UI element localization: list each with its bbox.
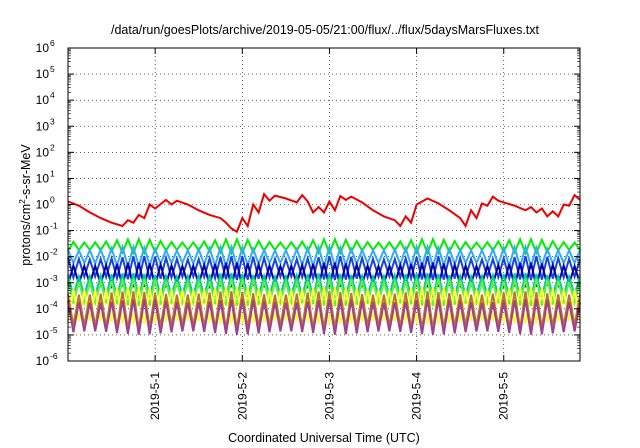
y-axis-label-base: protons/cm	[19, 204, 33, 266]
y-tick-label-exp: -5	[50, 325, 58, 335]
y-tick-label: 10	[36, 145, 50, 159]
y-tick-label: 10	[36, 41, 50, 55]
y-tick-label-exp: 5	[50, 64, 55, 74]
grid-lines	[68, 48, 580, 361]
y-axis: 10 -610 -510 -410 -310 -210 -110 010 110 210 310 41…	[36, 38, 580, 368]
y-tick-label: 10	[36, 250, 50, 264]
y-tick-label-exp: 4	[50, 90, 55, 100]
x-tick-label: 2019-5-4	[410, 372, 424, 420]
y-tick-label: 10	[36, 198, 50, 212]
y-axis-label: protons/cm2-s-sr-MeV	[17, 144, 33, 266]
y-tick-label-exp: 3	[50, 116, 55, 126]
y-tick-label: 10	[36, 328, 50, 342]
series-line-0	[67, 192, 581, 234]
y-tick-label: 10	[36, 93, 50, 107]
x-tick-label: 2019-5-1	[148, 372, 162, 420]
y-tick-label: 10	[36, 276, 50, 290]
y-tick-label-exp: -2	[50, 247, 58, 257]
y-tick-label-exp: 1	[50, 168, 55, 178]
x-tick-label: 2019-5-5	[497, 372, 511, 420]
y-tick-label-exp: -1	[50, 221, 58, 231]
chart-title: /data/run/goesPlots/archive/2019-05-05/2…	[111, 23, 540, 37]
y-tick-label: 10	[36, 302, 50, 316]
y-tick-label-exp: 0	[50, 195, 55, 205]
x-tick-label: 2019-5-2	[235, 372, 249, 420]
y-tick-label: 10	[36, 67, 50, 81]
y-tick-label-exp: -4	[50, 299, 58, 309]
series-line-9	[67, 299, 581, 335]
y-tick-label: 10	[36, 224, 50, 238]
series-line-6	[67, 278, 581, 307]
y-tick-label-exp: 2	[50, 142, 55, 152]
y-tick-label: 10	[36, 171, 50, 185]
x-axis: 2019-5-1 2019-5-2 2019-5-3 2019-5-4 2019-5-5	[148, 48, 511, 420]
y-tick-label-exp: -6	[50, 351, 58, 361]
y-tick-label-exp: 6	[50, 38, 55, 48]
y-tick-label: 10	[36, 354, 50, 368]
y-tick-label: 10	[36, 119, 50, 133]
series-line-3	[67, 254, 581, 283]
series-line-1	[67, 236, 581, 256]
series-line-5	[67, 271, 581, 300]
y-tick-label-exp: -3	[50, 273, 58, 283]
x-axis-label: Coordinated Universal Time (UTC)	[228, 431, 420, 445]
x-tick-label: 2019-5-3	[322, 372, 336, 420]
y-axis-label-rest: -s-sr-MeV	[19, 144, 33, 200]
y-axis-label-sup: 2	[17, 199, 27, 204]
series-layer	[67, 192, 581, 335]
